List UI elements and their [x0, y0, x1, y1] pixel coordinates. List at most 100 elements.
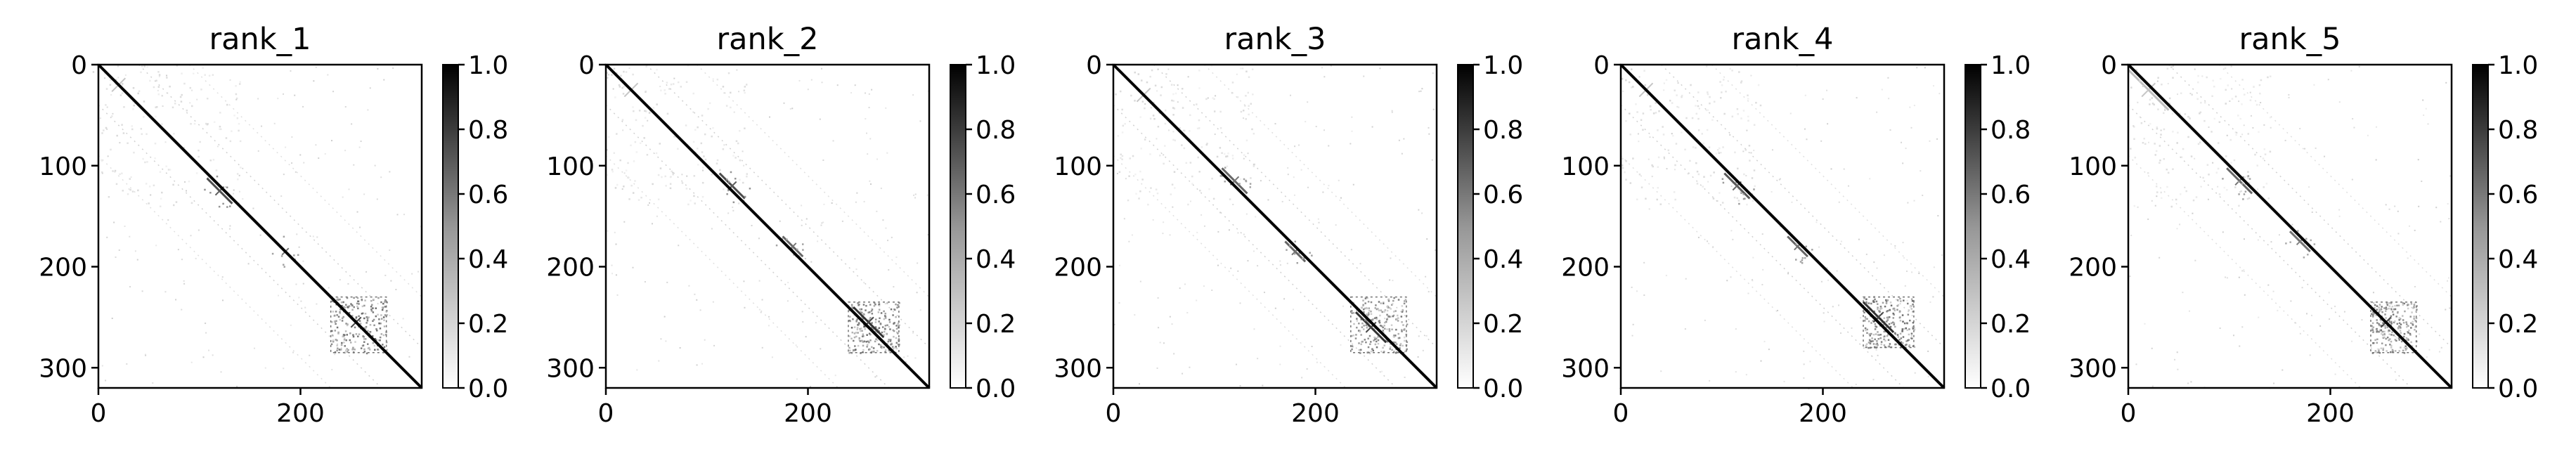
heatmap-cell	[1716, 200, 1719, 202]
heatmap-cell	[1382, 346, 1384, 349]
heatmap-cell	[652, 107, 655, 109]
heatmap-cell	[1435, 249, 1437, 251]
heatmap-cell	[1247, 260, 1249, 262]
heatmap-cell	[1163, 221, 1165, 223]
heatmap-cell	[371, 335, 374, 337]
heatmap-cell	[1768, 349, 1770, 351]
heatmap-cell	[2135, 363, 2137, 365]
heatmap-cell	[658, 360, 660, 362]
heatmap-cell	[339, 279, 341, 281]
heatmap-cell	[1901, 328, 1904, 330]
heatmap-cell	[1638, 173, 1641, 176]
heatmap-cell	[2398, 317, 2401, 319]
heatmap-cell	[621, 86, 623, 89]
heatmap-cell	[363, 341, 365, 343]
heatmap-cell	[853, 336, 856, 339]
heatmap-cell	[2388, 319, 2390, 322]
heatmap-cell	[1671, 102, 1674, 104]
heatmap-cell	[2299, 128, 2301, 130]
heatmap-cell	[2149, 122, 2151, 125]
heatmap-cell	[2328, 292, 2330, 294]
heatmap-cell	[1215, 95, 1217, 97]
dense-block-outline	[2370, 301, 2417, 353]
heatmap-cell	[336, 349, 338, 352]
heatmap-cell	[123, 106, 125, 108]
heatmap-cell	[1747, 94, 1749, 97]
heatmap-cell	[1883, 335, 1886, 337]
heatmap-cell	[1899, 297, 1901, 300]
colorbar-tick-label: 0.0	[976, 375, 1016, 403]
heatmap-cell	[1650, 108, 1652, 111]
heatmap-cell	[1874, 338, 1876, 341]
heatmap-cell	[1212, 197, 1215, 200]
heatmap-cell	[2168, 103, 2171, 105]
heatmap-cell	[1666, 168, 1668, 170]
heatmap-cell	[854, 345, 856, 347]
heatmap-cell	[1658, 110, 1660, 112]
heatmap-cell	[2376, 305, 2378, 307]
heatmap-cell	[2258, 84, 2261, 86]
heatmap-cell	[373, 318, 375, 321]
heatmap-cell	[1803, 363, 1805, 365]
y-tick-label: 100	[1054, 152, 1102, 181]
heatmap-cell	[1826, 89, 1828, 91]
heatmap-cell	[1149, 153, 1151, 155]
heatmap-cell	[1705, 109, 1708, 112]
heatmap-cell	[841, 220, 843, 222]
heatmap-cell	[868, 93, 870, 95]
heatmap-cell	[1722, 146, 1724, 148]
heatmap-cell	[1823, 320, 1825, 323]
heatmap-cell	[896, 306, 898, 309]
colorbar-tick-label: 0.4	[976, 245, 1016, 274]
heatmap-cell	[1722, 181, 1725, 184]
heatmap-cell	[1381, 370, 1383, 372]
heatmap-cell	[1905, 327, 1907, 330]
heatmap-cell	[1803, 350, 1805, 352]
heatmap-cell	[2231, 98, 2234, 100]
heatmap-cell	[219, 112, 221, 114]
heatmap-cell	[1899, 332, 1902, 335]
colorbar: 0.00.20.40.60.81.0	[950, 51, 1016, 403]
heatmap-cell	[2160, 129, 2162, 131]
heatmap-cell	[1365, 324, 1367, 327]
heatmap-cell	[1417, 356, 1419, 358]
secondary-diagonal	[1620, 155, 1854, 389]
heatmap-cell	[859, 340, 862, 342]
heatmap-cell	[235, 97, 238, 100]
heatmap-cell	[866, 132, 868, 134]
heatmap-cell	[876, 210, 878, 212]
heatmap-cell	[2161, 83, 2163, 86]
heatmap-cell	[2249, 91, 2251, 93]
heatmap-cell	[892, 348, 895, 350]
heatmap-cell	[1889, 129, 1891, 131]
heatmap-cell	[1709, 174, 1712, 177]
heatmap-cell	[1428, 291, 1430, 293]
heatmap-cell	[907, 355, 909, 357]
heatmap-cell	[2156, 126, 2158, 129]
heatmap-cell	[2142, 141, 2144, 144]
heatmap-cell	[671, 170, 673, 173]
heatmap-cell	[2407, 257, 2409, 259]
heatmap-cell	[891, 342, 893, 345]
heatmap-cell	[1707, 109, 1709, 111]
heatmap-cell	[379, 336, 382, 339]
heatmap-cell	[2407, 338, 2409, 340]
heatmap-cell	[2394, 350, 2397, 352]
colorbar-tick-label: 1.0	[468, 51, 508, 80]
heatmap-cell	[1231, 157, 1234, 160]
heatmap-cell	[352, 346, 354, 349]
heatmap-cell	[1868, 302, 1870, 304]
heatmap-cell	[380, 314, 382, 316]
heatmap-cell	[1822, 98, 1824, 100]
heatmap-cell	[347, 305, 350, 308]
heatmap-cell	[358, 320, 361, 322]
heatmap-cell	[1737, 112, 1739, 115]
heatmap-cell	[1207, 97, 1209, 99]
heatmap-cell	[1389, 346, 1392, 349]
heatmap-cell	[1153, 101, 1155, 104]
heatmap-cell	[360, 347, 363, 349]
heatmap-cell	[2406, 326, 2408, 328]
heatmap-cell	[861, 330, 863, 332]
heatmap-cell	[1402, 344, 1404, 347]
heatmap-cell	[1868, 320, 1870, 323]
